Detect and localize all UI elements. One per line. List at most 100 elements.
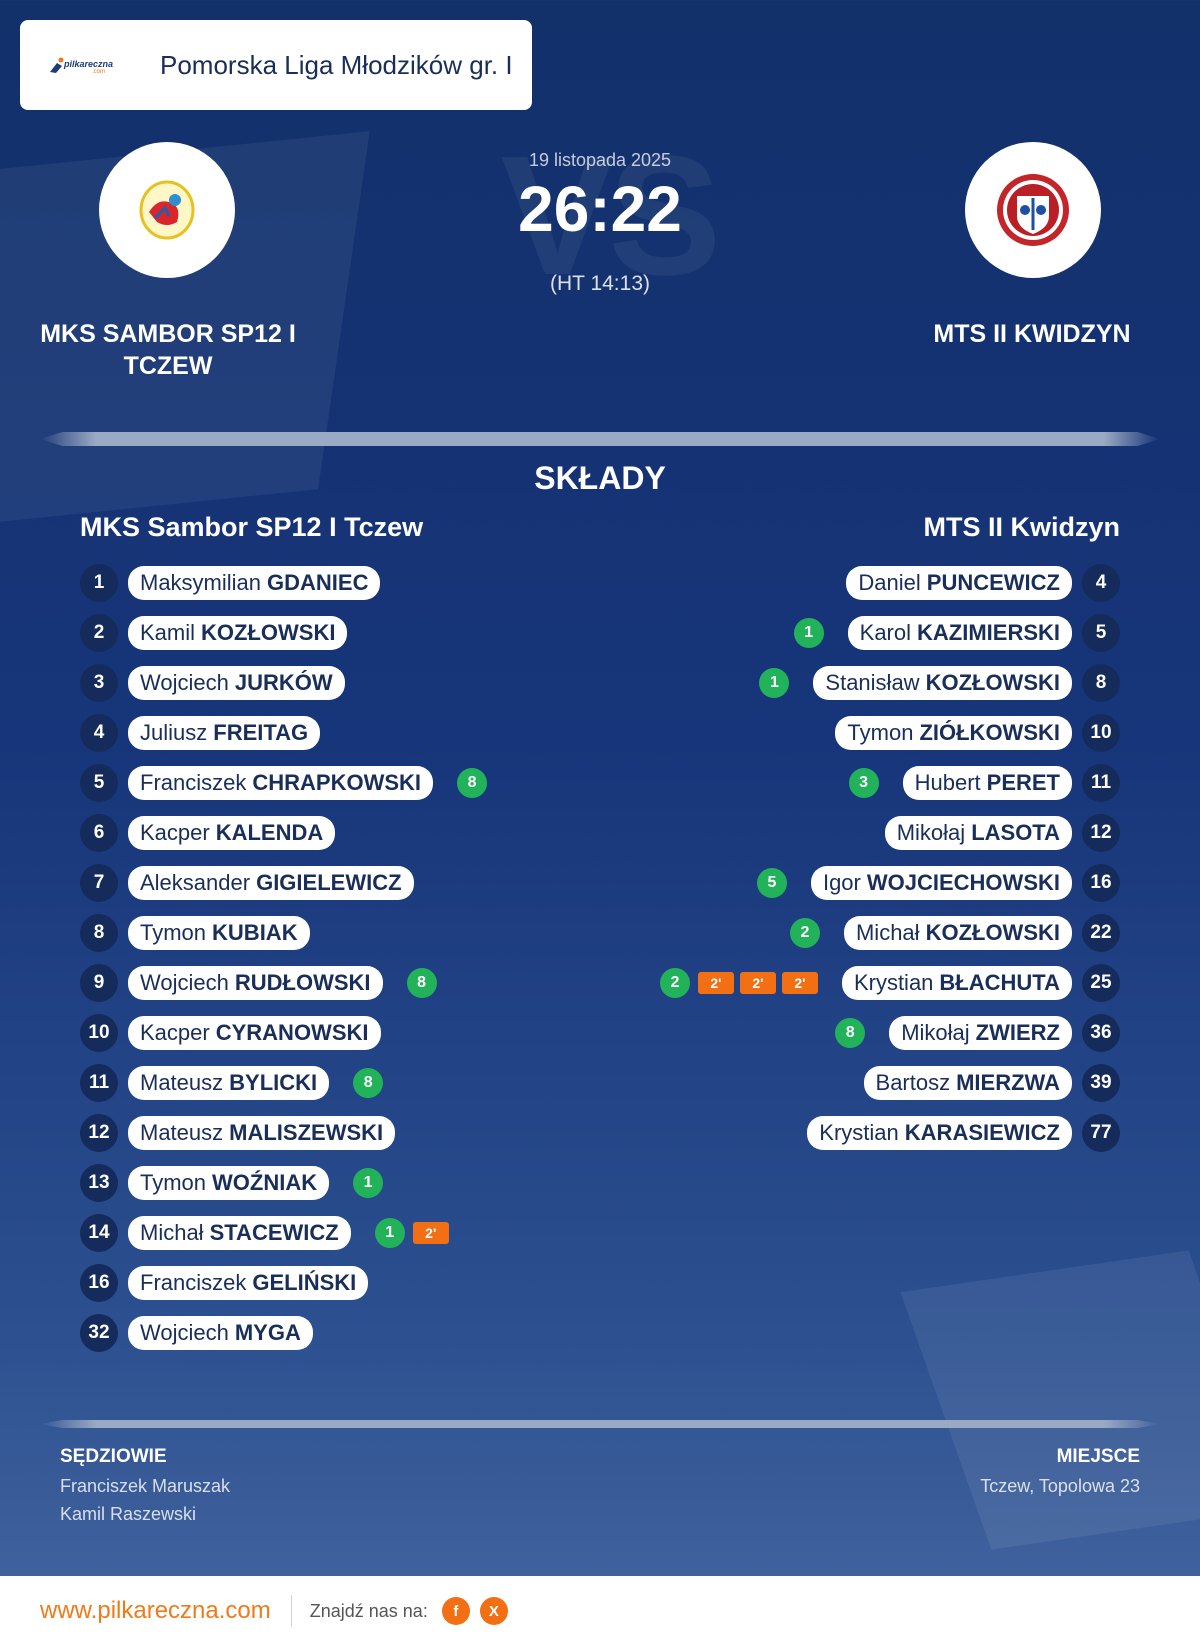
goals-badge: 1: [374, 1218, 405, 1248]
player-number: 10: [80, 1014, 118, 1052]
player-row: 6 Kacper KALENDA: [80, 808, 600, 858]
player-row: 1 Stanisław KOZŁOWSKI 8: [600, 658, 1120, 708]
player-name[interactable]: Tymon ZIÓŁKOWSKI: [835, 716, 1072, 750]
player-name[interactable]: Stanisław KOZŁOWSKI: [813, 666, 1072, 700]
player-name[interactable]: Mikołaj LASOTA: [884, 816, 1072, 850]
player-name[interactable]: Krystian BŁACHUTA: [841, 966, 1072, 1000]
player-first-name: Krystian: [819, 1120, 899, 1145]
venue-name: Tczew, Topolowa 23: [980, 1476, 1140, 1496]
player-name[interactable]: Kacper KALENDA: [128, 816, 336, 850]
player-number: 77: [1082, 1114, 1120, 1152]
player-first-name: Mikołaj: [901, 1020, 970, 1045]
goals-badge: 1: [353, 1168, 384, 1198]
player-first-name: Wojciech: [140, 1320, 229, 1345]
player-last-name: MYGA: [234, 1320, 301, 1345]
player-name[interactable]: Kacper CYRANOWSKI: [128, 1016, 381, 1050]
player-name[interactable]: Tymon KUBIAK: [128, 916, 310, 950]
player-first-name: Wojciech: [140, 970, 229, 995]
player-name[interactable]: Aleksander GIGIELEWICZ: [128, 866, 414, 900]
player-row: Krystian KARASIEWICZ 77: [600, 1108, 1120, 1158]
player-name[interactable]: Tymon WOŹNIAK: [128, 1166, 330, 1200]
player-last-name: KOZŁOWSKI: [925, 670, 1060, 695]
player-row: 14 Michał STACEWICZ 1 2': [80, 1208, 600, 1258]
player-name[interactable]: Michał STACEWICZ: [128, 1216, 351, 1250]
player-number: 9: [80, 964, 118, 1002]
player-first-name: Maksymilian: [140, 570, 262, 595]
goals-badge: 1: [759, 668, 790, 698]
lineups-title: SKŁADY: [534, 460, 666, 496]
player-name[interactable]: Wojciech RUDŁOWSKI: [128, 966, 383, 1000]
player-row: Tymon ZIÓŁKOWSKI 10: [600, 708, 1120, 758]
player-row: 10 Kacper CYRANOWSKI: [80, 1008, 600, 1058]
player-first-name: Tymon: [140, 920, 207, 945]
player-first-name: Igor: [822, 870, 861, 895]
player-row: 5 Franciszek CHRAPKOWSKI 8: [80, 758, 600, 808]
player-number: 25: [1082, 964, 1120, 1002]
player-name[interactable]: Juliusz FREITAG: [128, 716, 321, 750]
x-icon[interactable]: X: [479, 1597, 508, 1625]
vs-watermark: VS: [500, 121, 722, 311]
player-last-name: ZIÓŁKOWSKI: [919, 720, 1060, 745]
website-link[interactable]: www.pilkareczna.com: [40, 1597, 271, 1624]
player-row: 1 Karol KAZIMIERSKI 5: [600, 608, 1120, 658]
player-name[interactable]: Wojciech JURKÓW: [128, 666, 345, 700]
player-name[interactable]: Hubert PERET: [902, 766, 1072, 800]
player-row: 16 Franciszek GELIŃSKI: [80, 1258, 600, 1308]
player-last-name: RUDŁOWSKI: [234, 970, 371, 995]
player-first-name: Kacper: [140, 820, 210, 845]
find-us-label: Znajdź nas na:: [309, 1600, 428, 1621]
referee-name: Franciszek Maruszak: [60, 1476, 231, 1496]
goals-badge: 5: [756, 868, 787, 898]
player-name[interactable]: Krystian KARASIEWICZ: [807, 1116, 1072, 1150]
player-row: Daniel PUNCEWICZ 4: [600, 558, 1120, 608]
player-row: 11 Mateusz BYLICKI 8: [80, 1058, 600, 1108]
player-first-name: Michał: [855, 920, 920, 945]
pilkareczna-logo[interactable]: pilkareczna .com: [48, 45, 138, 85]
player-name[interactable]: Michał KOZŁOWSKI: [843, 916, 1072, 950]
player-row: 5 Igor WOJCIECHOWSKI 16: [600, 858, 1120, 908]
player-first-name: Juliusz: [140, 720, 208, 745]
penalty-badge: 2': [739, 972, 776, 994]
goals-badge: 8: [353, 1068, 384, 1098]
player-first-name: Tymon: [140, 1170, 207, 1195]
player-row: 2 2' 2' 2' Krystian BŁACHUTA 25: [600, 958, 1120, 1008]
goals-badge: 2: [789, 918, 820, 948]
player-last-name: KOZŁOWSKI: [925, 920, 1060, 945]
player-number: 36: [1082, 1014, 1120, 1052]
halftime-score: (HT 14:13): [550, 272, 650, 295]
player-row: 8 Tymon KUBIAK: [80, 908, 600, 958]
player-name[interactable]: Igor WOJCIECHOWSKI: [810, 866, 1072, 900]
home-team-name: MKS SAMBOR SP12 I TCZEW: [40, 320, 296, 380]
player-last-name: KAZIMIERSKI: [917, 620, 1060, 645]
player-name[interactable]: Maksymilian GDANIEC: [128, 566, 381, 600]
player-name[interactable]: Karol KAZIMIERSKI: [847, 616, 1072, 650]
player-name[interactable]: Mikołaj ZWIERZ: [889, 1016, 1072, 1050]
league-header-card: pilkareczna .com Pomorska Liga Młodzików…: [20, 20, 532, 110]
player-number: 22: [1082, 914, 1120, 952]
away-team-name: MTS II KWIDZYN: [933, 320, 1131, 348]
player-name[interactable]: Bartosz MIERZWA: [863, 1066, 1072, 1100]
player-row: 3 Wojciech JURKÓW: [80, 658, 600, 708]
player-first-name: Kamil: [140, 620, 196, 645]
player-last-name: KUBIAK: [212, 920, 298, 945]
player-name[interactable]: Daniel PUNCEWICZ: [846, 566, 1072, 600]
player-last-name: BŁACHUTA: [939, 970, 1060, 995]
player-name[interactable]: Mateusz MALISZEWSKI: [128, 1116, 396, 1150]
penalty-badge: 2': [697, 972, 734, 994]
player-number: 5: [1082, 614, 1120, 652]
goals-badge: 8: [457, 768, 488, 798]
player-name[interactable]: Franciszek GELIŃSKI: [128, 1266, 369, 1300]
player-last-name: ZWIERZ: [975, 1020, 1060, 1045]
facebook-icon[interactable]: f: [441, 1597, 470, 1625]
player-name[interactable]: Franciszek CHRAPKOWSKI: [128, 766, 434, 800]
player-name[interactable]: Wojciech MYGA: [128, 1316, 313, 1350]
final-score: 26:22: [518, 173, 682, 245]
player-row: 7 Aleksander GIGIELEWICZ: [80, 858, 600, 908]
away-team-logo: [965, 142, 1101, 278]
player-name[interactable]: Kamil KOZŁOWSKI: [128, 616, 348, 650]
player-last-name: LASOTA: [971, 820, 1060, 845]
player-number: 12: [1082, 814, 1120, 852]
player-number: 5: [80, 764, 118, 802]
player-number: 4: [1082, 564, 1120, 602]
player-name[interactable]: Mateusz BYLICKI: [128, 1066, 330, 1100]
